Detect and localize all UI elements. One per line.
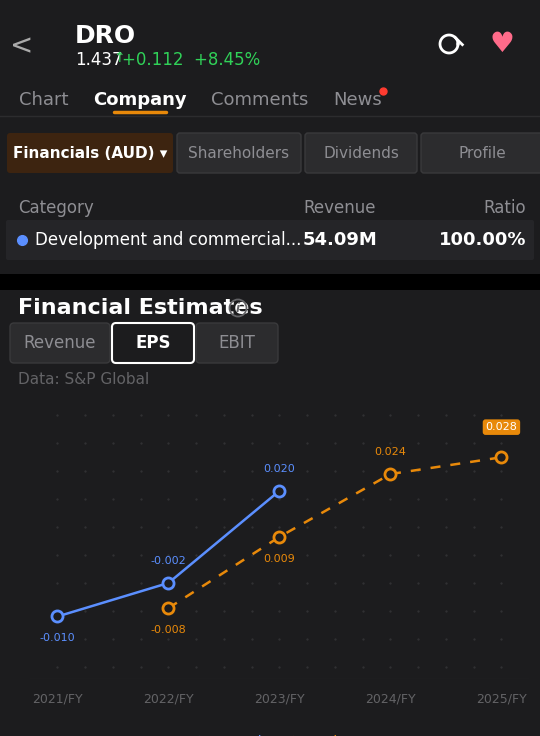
Text: -0.010: -0.010 [39,633,75,643]
Text: Dividends: Dividends [323,146,399,160]
Text: Revenue: Revenue [24,334,96,352]
Text: Financial Estimates: Financial Estimates [18,298,262,318]
FancyBboxPatch shape [196,323,278,363]
Text: 0.024: 0.024 [375,447,407,457]
Text: ♥: ♥ [490,30,515,58]
FancyBboxPatch shape [305,133,417,173]
Text: Shareholders: Shareholders [188,146,289,160]
Text: 54.09M: 54.09M [302,231,377,249]
Text: Category: Category [18,199,94,217]
FancyBboxPatch shape [10,323,110,363]
Text: Chart: Chart [19,91,69,109]
Text: 1.437: 1.437 [75,51,123,69]
Text: Profile: Profile [458,146,506,160]
Text: Revenue: Revenue [303,199,376,217]
Text: <: < [10,32,33,60]
Text: 0.028: 0.028 [485,422,517,432]
Text: Financials (AUD) ▾: Financials (AUD) ▾ [13,146,167,160]
Text: Comments: Comments [211,91,309,109]
Text: Ratio: Ratio [483,199,526,217]
Text: ↑: ↑ [113,51,125,65]
Legend: Actual, Estimate: Actual, Estimate [180,729,379,736]
Text: 0.020: 0.020 [264,464,295,474]
Text: Data: S&P Global: Data: S&P Global [18,372,149,387]
Text: 0.009: 0.009 [264,553,295,564]
Text: i: i [236,302,240,315]
Text: Company: Company [93,91,187,109]
FancyBboxPatch shape [6,220,534,260]
Text: +0.112  +8.45%: +0.112 +8.45% [122,51,260,69]
Text: -0.008: -0.008 [151,625,186,635]
Text: Development and commercial...: Development and commercial... [35,231,301,249]
Text: 100.00%: 100.00% [438,231,526,249]
Text: DRO: DRO [75,24,136,48]
FancyBboxPatch shape [7,133,173,173]
Text: News: News [334,91,382,109]
FancyBboxPatch shape [421,133,540,173]
Text: EPS: EPS [135,334,171,352]
FancyBboxPatch shape [0,274,540,290]
Text: -0.002: -0.002 [151,556,186,566]
Text: EBIT: EBIT [219,334,255,352]
FancyBboxPatch shape [177,133,301,173]
